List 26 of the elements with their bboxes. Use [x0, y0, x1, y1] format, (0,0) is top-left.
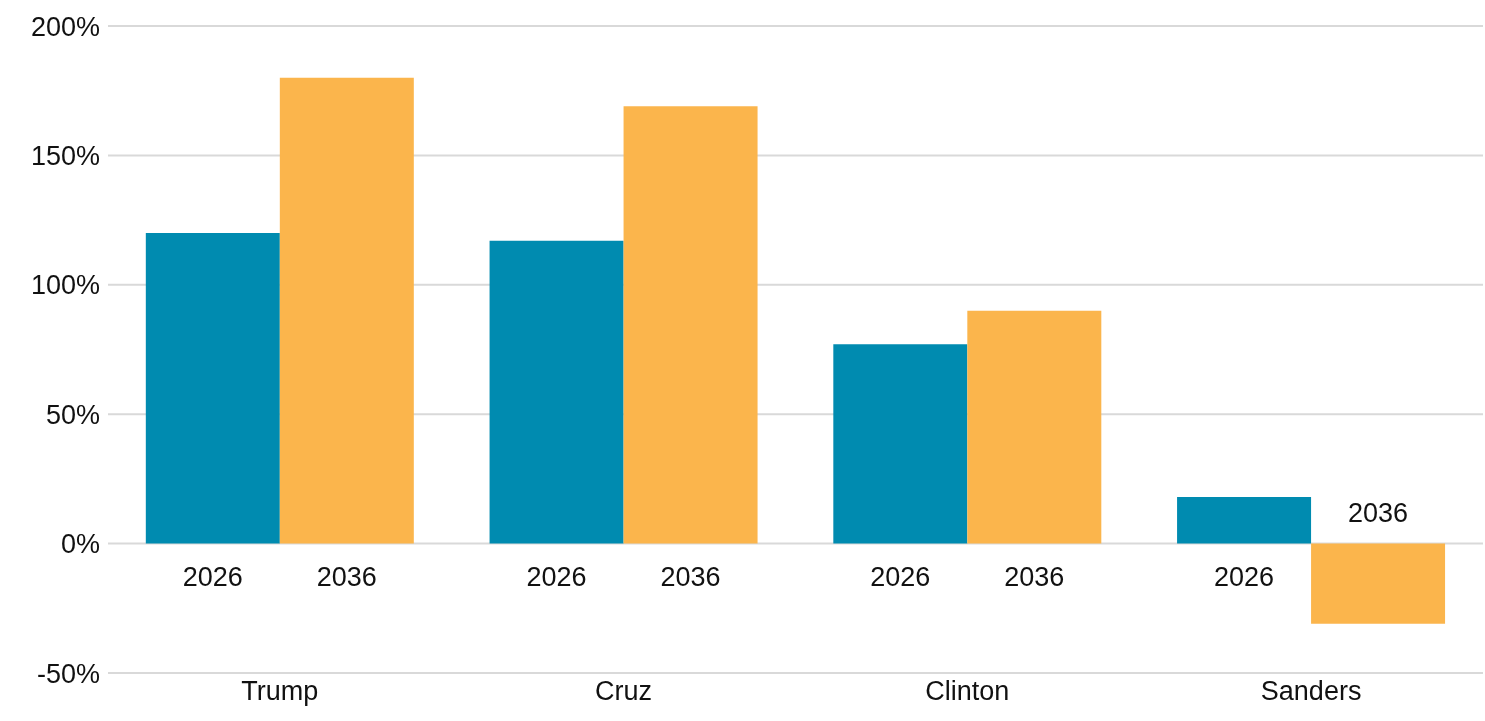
bar — [279, 77, 414, 544]
y-tick-label: 200% — [30, 11, 100, 42]
y-tick-label: 0% — [60, 529, 100, 560]
series-label: 2026 — [182, 561, 243, 592]
x-tick-label: Trump — [241, 676, 319, 707]
text: 2036 — [660, 561, 721, 592]
bar — [623, 106, 758, 544]
text: 2036 — [1004, 561, 1065, 592]
text: 2036 — [316, 561, 377, 592]
y-tick-label: -50% — [36, 658, 100, 689]
text: 2026 — [870, 561, 931, 592]
text: 2026 — [1214, 561, 1275, 592]
x-tick-label: Clinton — [925, 676, 1010, 707]
text: 2026 — [526, 561, 587, 592]
bar — [833, 344, 968, 544]
y-tick-label: 100% — [30, 270, 100, 301]
bar — [489, 240, 624, 544]
bar — [1311, 543, 1446, 624]
series-label: 2036 — [1348, 497, 1409, 528]
x-tick-label: Sanders — [1260, 676, 1362, 707]
bar — [967, 310, 1102, 544]
y-tick-label: 50% — [45, 399, 100, 430]
bar — [145, 233, 280, 544]
y-tick-label: 150% — [30, 140, 100, 171]
bar — [1177, 497, 1312, 544]
x-tick-label: Cruz — [595, 676, 653, 707]
